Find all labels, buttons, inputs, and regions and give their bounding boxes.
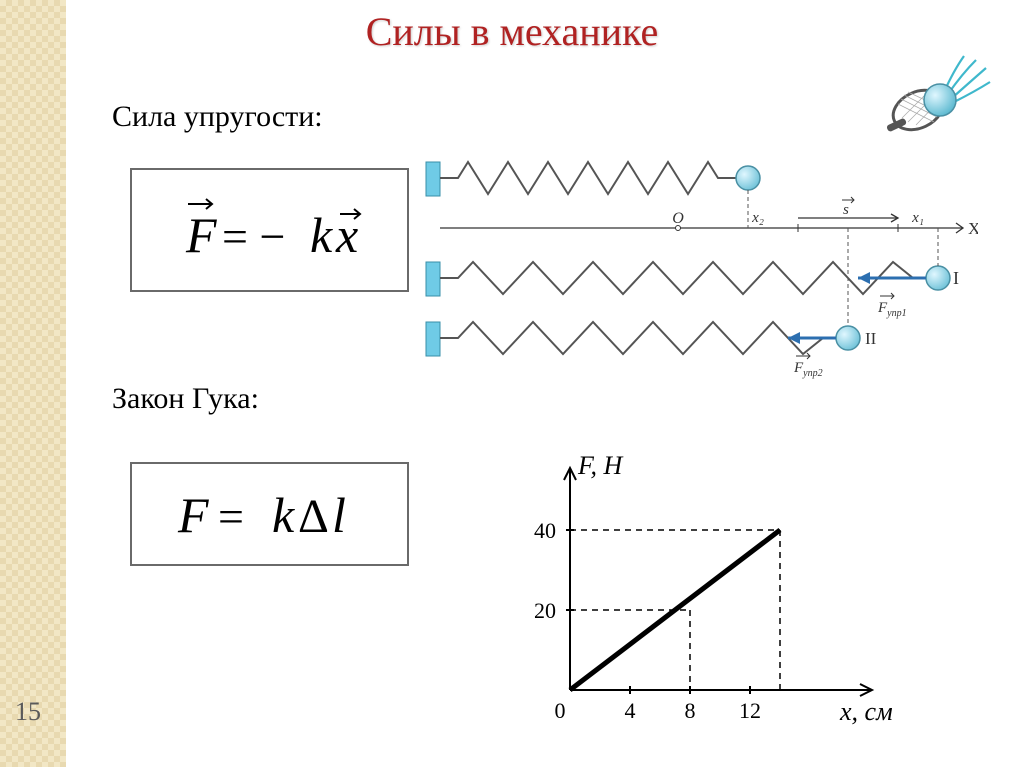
- page-number: 15: [15, 697, 41, 727]
- svg-text:20: 20: [534, 598, 556, 623]
- svg-text:0: 0: [555, 698, 566, 723]
- label-s: s: [843, 202, 849, 218]
- ylabel: F, Н: [577, 451, 624, 480]
- side-pattern: [0, 0, 66, 767]
- label-F1: Fупр1: [877, 300, 907, 319]
- x-axis: O x₂ x₁ X s: [440, 197, 978, 238]
- subheading-elastic: Сила упругости:: [112, 100, 323, 134]
- svg-text:= −: = −: [222, 211, 285, 262]
- spring-rest: [440, 162, 760, 194]
- ball: [924, 84, 956, 116]
- xlabel: x, см: [839, 697, 893, 726]
- svg-text:8: 8: [685, 698, 696, 723]
- spring-stretch-II: II Fупр2: [440, 322, 877, 379]
- svg-text:40: 40: [534, 518, 556, 543]
- mass-rest: [736, 166, 760, 190]
- svg-text:k: k: [310, 207, 333, 263]
- spring-diagram: O x₂ x₁ X s I Fупр1 II Fупр2: [418, 148, 978, 388]
- label-x2: x₂: [751, 210, 764, 226]
- force-displacement-chart: F, Н x, см 0 4 8 12 20 40: [500, 450, 900, 730]
- spring-wall: [426, 162, 440, 356]
- chart-line: [570, 530, 780, 690]
- svg-text:=: =: [218, 491, 244, 542]
- page-title: Силы в механике: [0, 8, 1024, 55]
- formula-hooke-box: F = k Δ l: [130, 462, 409, 566]
- svg-text:Δ: Δ: [298, 490, 329, 543]
- label-X: X: [968, 219, 978, 238]
- subheading-hooke: Закон Гука:: [112, 382, 259, 416]
- svg-text:F: F: [185, 207, 217, 263]
- racket-icon: [884, 52, 994, 142]
- svg-text:4: 4: [625, 698, 636, 723]
- spring-stretch-I: I Fупр1: [440, 262, 959, 319]
- label-O: O: [672, 210, 684, 227]
- svg-text:l: l: [332, 487, 346, 543]
- label-II: II: [865, 329, 877, 348]
- label-F2: Fупр2: [793, 360, 823, 379]
- formula-vector: F = − k x: [132, 170, 407, 290]
- chart-ticks: 0 4 8 12 20 40: [534, 518, 761, 723]
- svg-text:F: F: [177, 487, 209, 543]
- svg-text:k: k: [272, 487, 295, 543]
- label-x1: x₁: [911, 210, 924, 226]
- formula-vector-box: F = − k x: [130, 168, 409, 292]
- formula-hooke: F = k Δ l: [132, 464, 407, 564]
- label-I: I: [953, 268, 959, 288]
- svg-text:x: x: [335, 207, 358, 263]
- svg-text:12: 12: [739, 698, 761, 723]
